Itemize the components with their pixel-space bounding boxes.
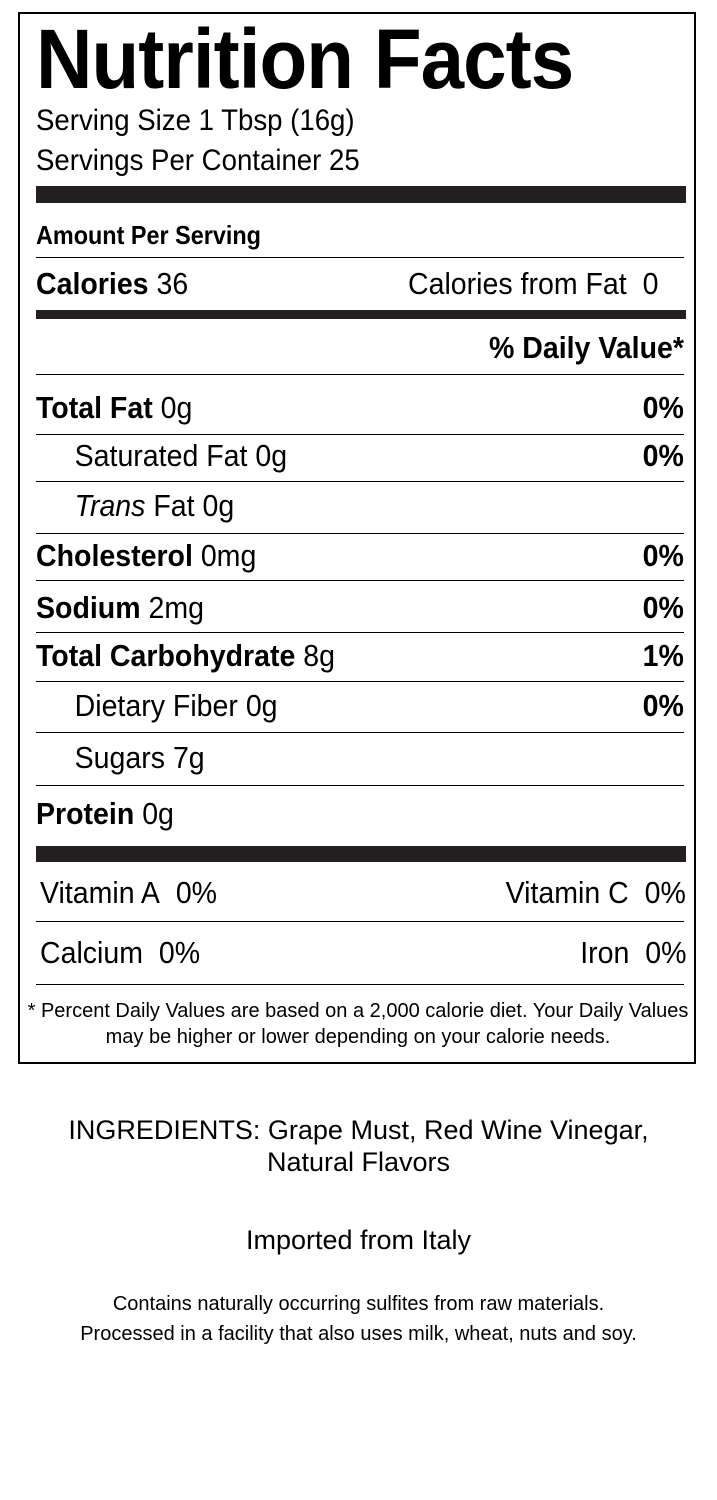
divider xyxy=(36,785,684,786)
serving-size: Serving Size 1 Tbsp (16g) xyxy=(36,104,355,137)
vitamin-row-2: Calcium 0% Iron 0% xyxy=(40,935,686,971)
amount-per-serving: Amount Per Serving xyxy=(36,220,261,250)
origin: Imported from Italy xyxy=(245,1225,472,1255)
servings-per-container: Servings Per Container 25 xyxy=(36,144,360,177)
divider xyxy=(36,533,684,534)
divider xyxy=(36,921,684,922)
ingredients: INGREDIENTS: Grape Must, Red Wine Vinega… xyxy=(68,1115,649,1177)
nutrient-row-sugars: Sugars 7g xyxy=(74,740,205,775)
nutrient-row-dietary-fiber: Dietary Fiber 0g 0% xyxy=(74,688,684,723)
allergen-statement-2: Processed in a facility that also uses m… xyxy=(80,1323,637,1345)
vitamin-row-1: Vitamin A 0% Vitamin C 0% xyxy=(40,875,686,911)
nutrient-row-protein: Protein 0g xyxy=(36,796,174,831)
daily-value-header: % Daily Value* xyxy=(489,330,684,365)
daily-value-header-row: % Daily Value* xyxy=(36,330,684,366)
divider xyxy=(36,681,684,682)
divider xyxy=(36,632,684,633)
thick-divider xyxy=(36,846,686,862)
divider xyxy=(36,257,684,258)
nutrition-facts-panel: Nutrition Facts Serving Size 1 Tbsp (16g… xyxy=(18,12,696,1064)
nutrient-row-cholesterol: Cholesterol 0mg 0% xyxy=(36,538,684,573)
medium-divider xyxy=(36,310,686,319)
calories-from-fat: Calories from Fat 0 xyxy=(407,266,659,301)
divider xyxy=(36,434,684,435)
vitamin-c: Vitamin C 0% xyxy=(505,875,686,910)
footnote: * Percent Daily Values are based on a 2,… xyxy=(27,1000,689,1048)
panel-title: Nutrition Facts xyxy=(36,12,574,106)
divider xyxy=(36,732,684,733)
thick-divider xyxy=(36,186,686,203)
nutrient-row-total-fat: Total Fat 0g 0% xyxy=(36,390,684,425)
nutrient-row-saturated-fat: Saturated Fat 0g 0% xyxy=(74,438,684,473)
nutrient-row-trans-fat: Trans Fat 0g xyxy=(74,488,235,523)
divider xyxy=(36,374,684,375)
calories: Calories 36 xyxy=(36,266,189,301)
divider xyxy=(36,481,684,482)
divider xyxy=(36,580,684,581)
calcium: Calcium 0% xyxy=(40,935,201,970)
nutrient-row-total-carbohydrate: Total Carbohydrate 8g 1% xyxy=(36,638,684,673)
iron: Iron 0% xyxy=(579,935,686,970)
nutrient-row-sodium: Sodium 2mg 0% xyxy=(36,590,684,625)
divider xyxy=(36,984,684,985)
vitamin-a: Vitamin A 0% xyxy=(40,875,218,910)
calories-row: Calories 36 Calories from Fat 0 xyxy=(36,266,684,302)
allergen-statement-1: Contains naturally occurring sulfites fr… xyxy=(112,1293,605,1315)
